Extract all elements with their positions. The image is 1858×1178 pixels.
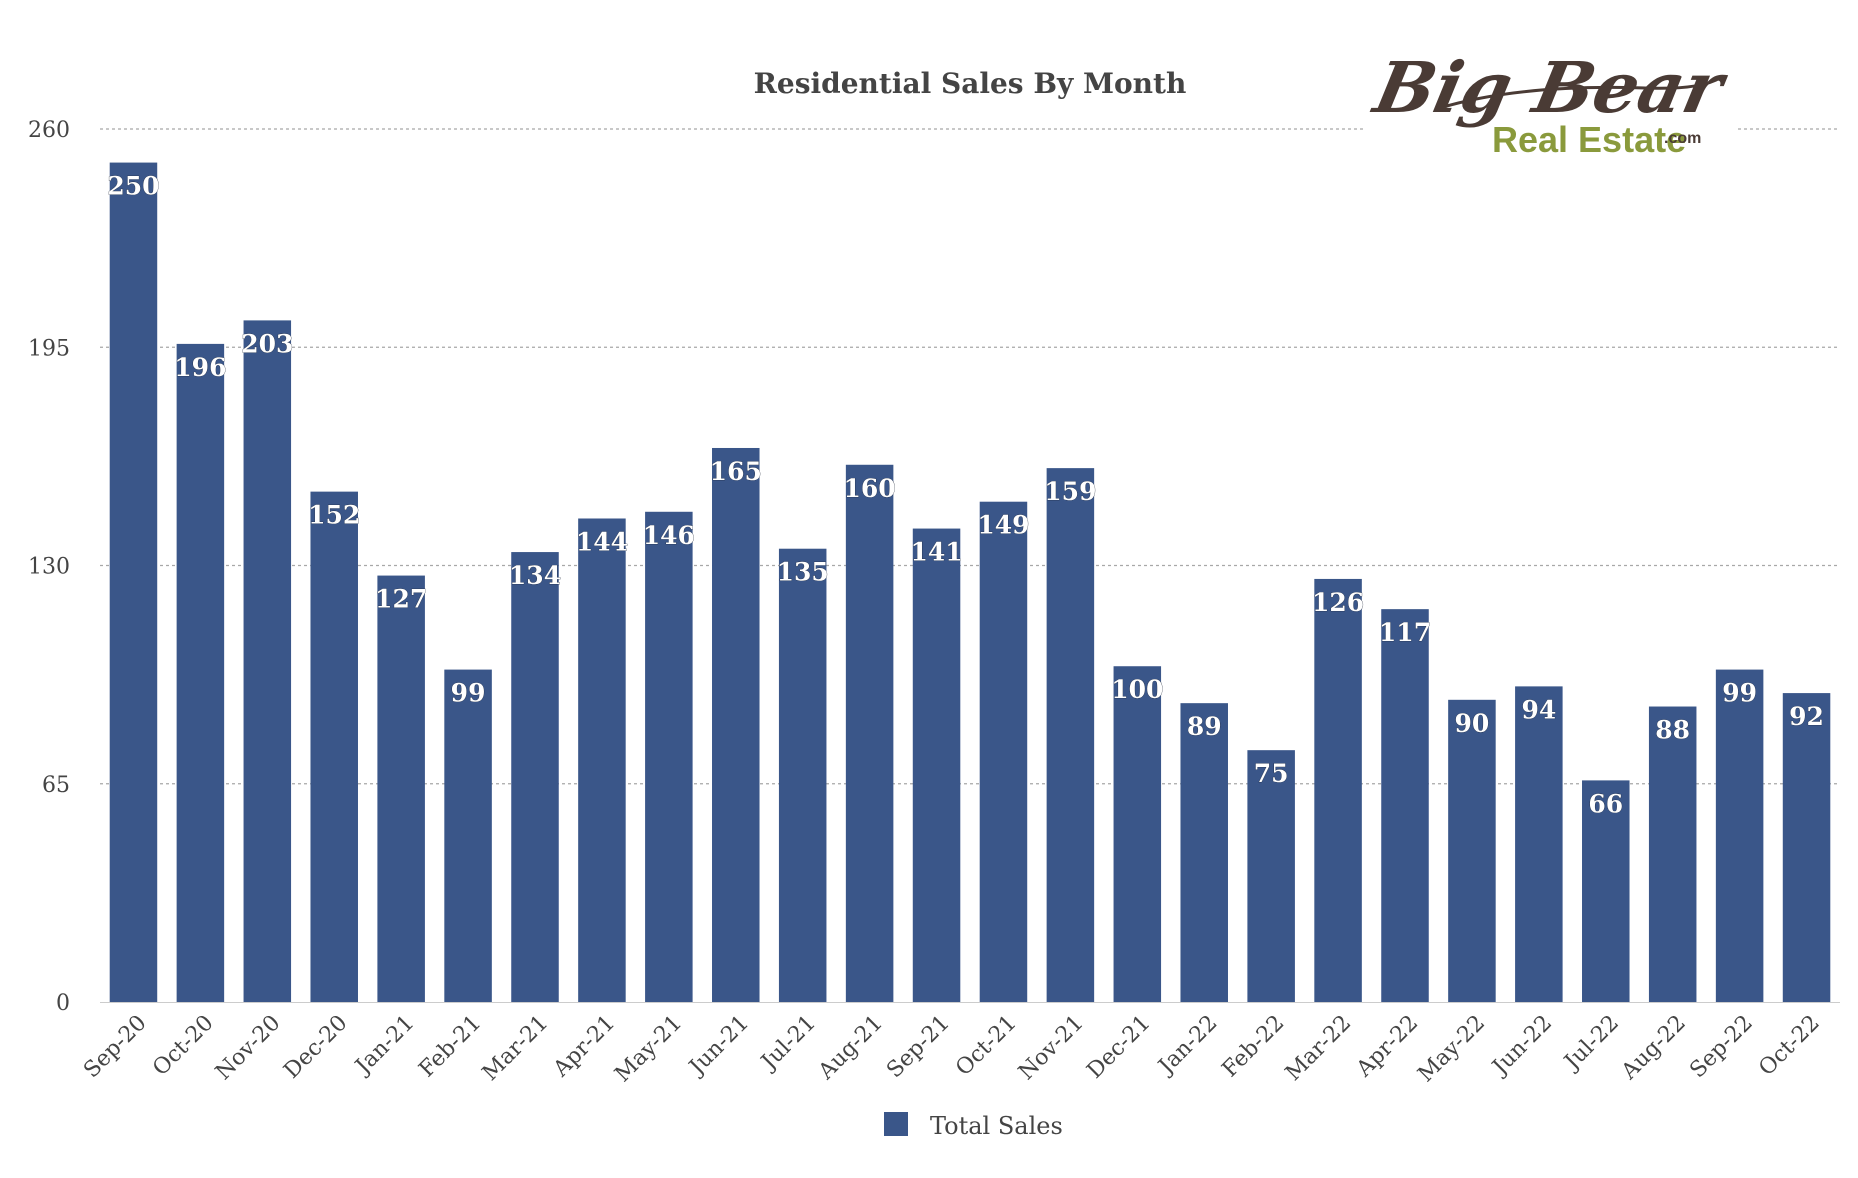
x-tick-label: Nov-20 bbox=[211, 1011, 286, 1086]
x-tick-label: Oct-20 bbox=[148, 1011, 218, 1081]
x-tick-label: Sep-20 bbox=[79, 1011, 152, 1084]
data-label: 100 bbox=[1111, 675, 1163, 704]
x-tick-label: Jun-22 bbox=[1487, 1011, 1557, 1081]
data-label: 66 bbox=[1588, 789, 1623, 818]
y-tick-label: 130 bbox=[28, 555, 70, 580]
bar bbox=[1648, 706, 1697, 1002]
data-label: 90 bbox=[1455, 709, 1490, 738]
legend-swatch bbox=[884, 1112, 908, 1136]
x-tick-label: Feb-22 bbox=[1218, 1011, 1290, 1083]
y-tick-label: 195 bbox=[28, 336, 70, 361]
bar bbox=[109, 162, 158, 1003]
data-label: 127 bbox=[375, 585, 427, 614]
data-label: 88 bbox=[1655, 716, 1690, 745]
data-label: 144 bbox=[576, 527, 628, 556]
data-label: 152 bbox=[308, 501, 360, 530]
bar bbox=[444, 669, 492, 1002]
data-label: 94 bbox=[1521, 695, 1556, 724]
x-axis-ticks: Sep-20Oct-20Nov-20Dec-20Jan-21Feb-21Mar-… bbox=[79, 1011, 1825, 1088]
y-tick-label: 260 bbox=[28, 118, 70, 143]
bar bbox=[1314, 578, 1362, 1002]
x-tick-label: Feb-21 bbox=[414, 1011, 486, 1083]
y-tick-label: 65 bbox=[42, 773, 70, 798]
x-tick-label: Jan-22 bbox=[1153, 1011, 1223, 1081]
data-label: 126 bbox=[1312, 588, 1364, 617]
bar bbox=[912, 528, 961, 1002]
data-labels: 250 196 203 152 127 99 134 144 146 165 135 160 141 14… bbox=[107, 171, 1824, 818]
x-tick-label: Sep-21 bbox=[882, 1011, 955, 1084]
bar bbox=[712, 447, 760, 1002]
bar bbox=[511, 552, 559, 1002]
bar bbox=[1515, 686, 1563, 1002]
x-tick-label: Nov-21 bbox=[1014, 1011, 1089, 1086]
data-label: 99 bbox=[451, 679, 486, 708]
bar bbox=[176, 343, 225, 1002]
bar bbox=[645, 511, 693, 1002]
data-label: 165 bbox=[710, 457, 762, 486]
y-axis-ticks: 0 65 130 195 260 bbox=[28, 118, 70, 1016]
data-label: 250 bbox=[107, 172, 159, 201]
x-tick-label: Jun-21 bbox=[684, 1011, 754, 1081]
bars bbox=[109, 162, 1831, 1003]
logo-suffix: .com bbox=[1664, 130, 1701, 147]
data-label: 135 bbox=[777, 558, 829, 587]
bar bbox=[1180, 703, 1228, 1002]
data-label: 149 bbox=[977, 511, 1029, 540]
x-tick-label: Jan-21 bbox=[350, 1011, 420, 1081]
x-tick-label: Jul-21 bbox=[756, 1011, 821, 1076]
data-label: 75 bbox=[1254, 759, 1289, 788]
bar bbox=[845, 464, 894, 1002]
y-tick-label: 0 bbox=[56, 991, 70, 1016]
data-label: 146 bbox=[643, 521, 695, 550]
data-label: 134 bbox=[509, 561, 561, 590]
bar bbox=[1247, 750, 1295, 1002]
x-tick-label: Aug-22 bbox=[1616, 1011, 1691, 1086]
bar bbox=[1113, 666, 1162, 1002]
legend-label: Total Sales bbox=[930, 1112, 1063, 1140]
bar bbox=[979, 501, 1028, 1002]
x-tick-label: Dec-20 bbox=[279, 1011, 352, 1084]
bar bbox=[1046, 468, 1095, 1002]
data-label: 196 bbox=[174, 353, 226, 382]
legend: Total Sales bbox=[884, 1112, 1063, 1140]
chart-title: Residential Sales By Month bbox=[754, 67, 1187, 100]
bar bbox=[1381, 609, 1429, 1002]
data-label: 99 bbox=[1722, 679, 1757, 708]
bar bbox=[377, 575, 425, 1002]
x-tick-label: May-22 bbox=[1413, 1011, 1490, 1088]
bar bbox=[243, 320, 292, 1003]
data-label: 203 bbox=[241, 329, 293, 358]
data-label: 92 bbox=[1789, 702, 1824, 731]
x-tick-label: Oct-22 bbox=[1754, 1011, 1824, 1081]
bar bbox=[310, 491, 358, 1002]
x-tick-label: Dec-21 bbox=[1082, 1011, 1155, 1084]
x-tick-label: Mar-22 bbox=[1281, 1011, 1356, 1086]
big-bear-logo: Big Bear Real Estate .com bbox=[1363, 47, 1735, 168]
x-tick-label: Apr-21 bbox=[548, 1011, 620, 1083]
x-tick-label: May-21 bbox=[610, 1011, 687, 1088]
data-label: 159 bbox=[1044, 477, 1096, 506]
logo-line2: Real Estate bbox=[1492, 119, 1686, 160]
x-tick-label: Mar-21 bbox=[478, 1011, 553, 1086]
x-tick-label: Aug-21 bbox=[813, 1011, 888, 1086]
bar bbox=[1448, 699, 1496, 1002]
data-label: 89 bbox=[1187, 712, 1222, 741]
bar bbox=[1582, 780, 1630, 1002]
x-tick-label: Apr-22 bbox=[1351, 1011, 1423, 1083]
bar bbox=[1782, 693, 1831, 1002]
data-label: 117 bbox=[1379, 618, 1431, 647]
x-tick-label: Oct-21 bbox=[951, 1011, 1021, 1081]
x-tick-label: Jul-22 bbox=[1559, 1011, 1624, 1076]
data-label: 160 bbox=[844, 474, 896, 503]
data-label: 141 bbox=[910, 538, 962, 567]
x-tick-label: Sep-22 bbox=[1685, 1011, 1758, 1084]
bar bbox=[1715, 669, 1764, 1002]
bar bbox=[578, 518, 626, 1002]
logo-line1: Big Bear bbox=[1366, 47, 1735, 129]
grid-lines bbox=[100, 128, 1840, 1003]
bar bbox=[778, 548, 827, 1002]
